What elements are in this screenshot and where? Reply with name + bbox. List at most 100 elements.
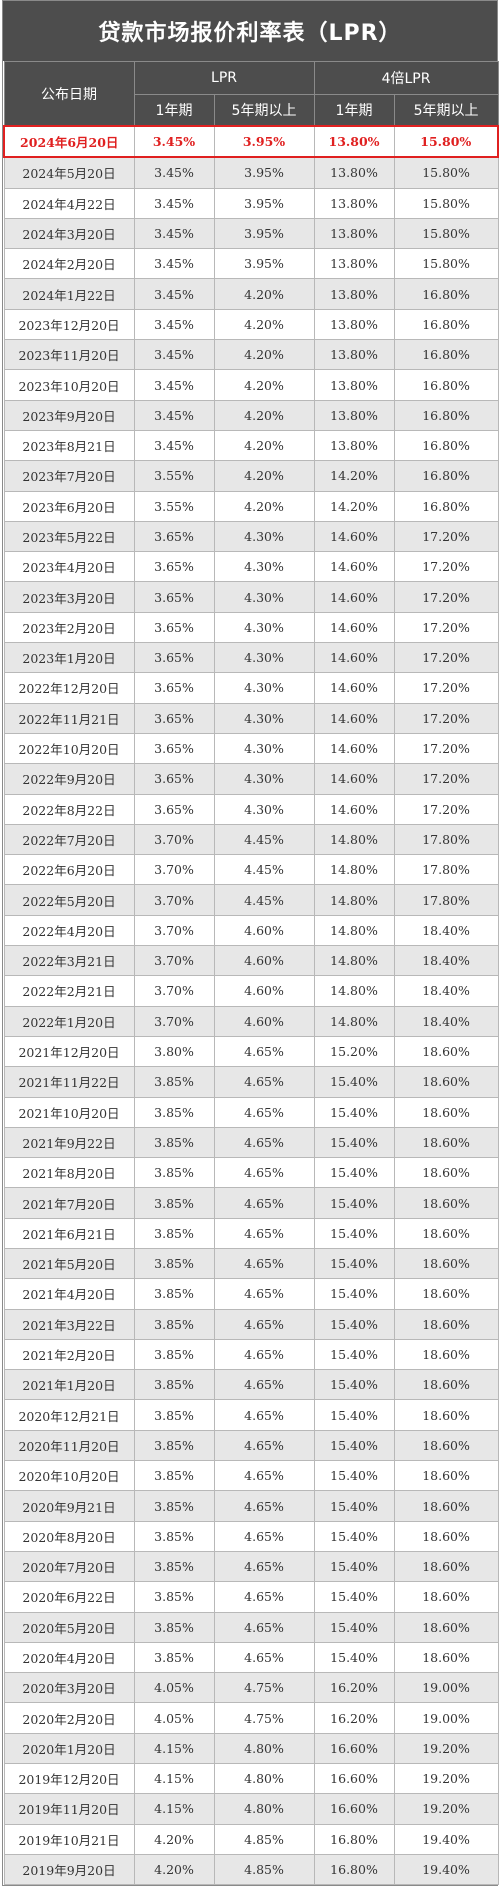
table-row: 2024年6月20日 3.45% 3.95% 13.80% 15.80% — [3, 124, 500, 159]
cell-4x-5y: 17.80% — [393, 884, 499, 916]
cell-lpr-5y: 4.20% — [213, 490, 315, 522]
cell-4x-1y: 14.60% — [313, 551, 395, 583]
cell-lpr-1y: 3.85% — [133, 1096, 215, 1128]
cell-4x-5y: 19.20% — [393, 1763, 499, 1795]
cell-4x-5y: 17.80% — [393, 854, 499, 886]
cell-4x-1y: 14.80% — [313, 823, 395, 856]
cell-lpr-5y: 4.65% — [213, 1278, 315, 1310]
table-row: 2021年2月20日 3.85% 4.65% 15.40% 18.60% — [3, 1338, 499, 1371]
cell-4x-5y: 18.60% — [393, 1308, 499, 1340]
header-4x-5y: 5年期以上 — [393, 94, 499, 127]
cell-lpr-5y: 4.65% — [213, 1126, 315, 1159]
cell-4x-5y: 19.40% — [393, 1853, 499, 1886]
cell-lpr-5y: 4.65% — [213, 1581, 315, 1613]
cell-4x-5y: 18.60% — [393, 1247, 499, 1280]
table-row: 2021年9月22日 3.85% 4.65% 15.40% 18.60% — [3, 1126, 499, 1159]
cell-lpr-1y: 3.65% — [133, 520, 215, 553]
cell-4x-5y: 18.60% — [393, 1066, 499, 1098]
cell-4x-5y: 18.40% — [393, 945, 499, 977]
cell-date: 2021年4月20日 — [3, 1278, 135, 1310]
cell-lpr-1y: 3.85% — [133, 1460, 215, 1492]
cell-lpr-1y: 3.85% — [133, 1217, 215, 1249]
cell-lpr-5y: 4.65% — [213, 1035, 315, 1068]
table-row: 2023年1月20日 3.65% 4.30% 14.60% 17.20% — [3, 642, 499, 674]
cell-4x-1y: 13.80% — [313, 124, 395, 159]
cell-4x-1y: 15.40% — [313, 1157, 395, 1189]
cell-lpr-5y: 4.65% — [213, 1611, 315, 1643]
cell-4x-1y: 13.80% — [313, 187, 395, 219]
cell-lpr-5y: 4.80% — [213, 1732, 315, 1765]
cell-date: 2023年2月20日 — [3, 611, 135, 644]
table-row: 2020年4月20日 3.85% 4.65% 15.40% 18.60% — [3, 1641, 499, 1674]
cell-lpr-1y: 4.05% — [133, 1672, 215, 1704]
table-row: 2019年11月20日 4.15% 4.80% 16.60% 19.20% — [3, 1793, 499, 1825]
header-date: 公布日期 — [3, 61, 135, 127]
cell-date: 2022年5月20日 — [3, 884, 135, 916]
cell-4x-1y: 15.40% — [313, 1187, 395, 1219]
cell-date: 2021年10月20日 — [3, 1096, 135, 1128]
cell-4x-5y: 19.00% — [393, 1672, 499, 1704]
table-row: 2019年9月20日 4.20% 4.85% 16.80% 19.40% — [3, 1853, 499, 1886]
cell-lpr-5y: 4.65% — [213, 1247, 315, 1280]
cell-4x-1y: 13.80% — [313, 369, 395, 401]
cell-lpr-1y: 3.80% — [133, 1035, 215, 1068]
cell-date: 2024年5月20日 — [3, 156, 135, 189]
cell-4x-5y: 18.60% — [393, 1520, 499, 1552]
cell-4x-1y: 14.80% — [313, 914, 395, 947]
cell-lpr-1y: 3.45% — [133, 156, 215, 189]
cell-4x-5y: 18.40% — [393, 975, 499, 1007]
cell-date: 2020年3月20日 — [3, 1672, 135, 1704]
cell-4x-1y: 15.40% — [313, 1460, 395, 1492]
cell-4x-1y: 13.80% — [313, 308, 395, 341]
cell-4x-5y: 15.80% — [393, 156, 499, 189]
cell-date: 2024年3月20日 — [3, 217, 135, 250]
cell-lpr-5y: 4.30% — [213, 551, 315, 583]
cell-4x-5y: 16.80% — [393, 308, 499, 341]
cell-date: 2022年10月20日 — [3, 732, 135, 765]
cell-date: 2021年3月22日 — [3, 1308, 135, 1340]
cell-4x-5y: 19.40% — [393, 1823, 499, 1855]
table-row: 2024年3月20日 3.45% 3.95% 13.80% 15.80% — [3, 217, 499, 250]
table-row: 2022年3月21日 3.70% 4.60% 14.80% 18.40% — [3, 945, 499, 977]
table-row: 2022年1月20日 3.70% 4.60% 14.80% 18.40% — [3, 1005, 499, 1037]
cell-lpr-1y: 3.70% — [133, 884, 215, 916]
header-lpr-5y: 5年期以上 — [213, 94, 315, 127]
table-row: 2021年7月20日 3.85% 4.65% 15.40% 18.60% — [3, 1187, 499, 1219]
table-row: 2022年4月20日 3.70% 4.60% 14.80% 18.40% — [3, 914, 499, 947]
cell-lpr-1y: 3.55% — [133, 490, 215, 522]
cell-lpr-5y: 4.30% — [213, 672, 315, 704]
cell-date: 2022年6月20日 — [3, 854, 135, 886]
table-row: 2023年7月20日 3.55% 4.20% 14.20% 16.80% — [3, 460, 499, 492]
cell-lpr-5y: 4.45% — [213, 823, 315, 856]
cell-lpr-5y: 4.30% — [213, 732, 315, 765]
cell-4x-5y: 16.80% — [393, 429, 499, 462]
cell-lpr-5y: 4.65% — [213, 1369, 315, 1401]
cell-date: 2021年6月21日 — [3, 1217, 135, 1249]
cell-4x-5y: 16.80% — [393, 278, 499, 310]
cell-date: 2022年11月21日 — [3, 702, 135, 734]
cell-4x-5y: 19.00% — [393, 1702, 499, 1734]
cell-4x-1y: 14.60% — [313, 732, 395, 765]
table-body: 2024年6月20日 3.45% 3.95% 13.80% 15.80% 2024年5月2… — [3, 124, 500, 1886]
cell-4x-1y: 14.60% — [313, 672, 395, 704]
table-row: 2020年5月20日 3.85% 4.65% 15.40% 18.60% — [3, 1611, 499, 1643]
cell-4x-5y: 18.60% — [393, 1429, 499, 1462]
cell-lpr-5y: 4.30% — [213, 763, 315, 795]
cell-lpr-5y: 4.75% — [213, 1672, 315, 1704]
table-row: 2024年4月22日 3.45% 3.95% 13.80% 15.80% — [3, 187, 499, 219]
cell-4x-1y: 15.40% — [313, 1096, 395, 1128]
cell-4x-1y: 15.40% — [313, 1550, 395, 1583]
cell-lpr-5y: 4.65% — [213, 1338, 315, 1371]
cell-4x-1y: 14.20% — [313, 460, 395, 492]
table-row: 2022年7月20日 3.70% 4.45% 14.80% 17.80% — [3, 823, 499, 856]
cell-4x-1y: 14.80% — [313, 1005, 395, 1037]
cell-4x-5y: 18.60% — [393, 1157, 499, 1189]
cell-4x-1y: 13.80% — [313, 248, 395, 280]
cell-date: 2020年2月20日 — [3, 1702, 135, 1734]
cell-lpr-5y: 4.65% — [213, 1157, 315, 1189]
cell-lpr-5y: 3.95% — [213, 217, 315, 250]
cell-4x-5y: 16.80% — [393, 460, 499, 492]
table-row: 2021年8月20日 3.85% 4.65% 15.40% 18.60% — [3, 1157, 499, 1189]
cell-date: 2021年1月20日 — [3, 1369, 135, 1401]
cell-4x-5y: 17.20% — [393, 732, 499, 765]
